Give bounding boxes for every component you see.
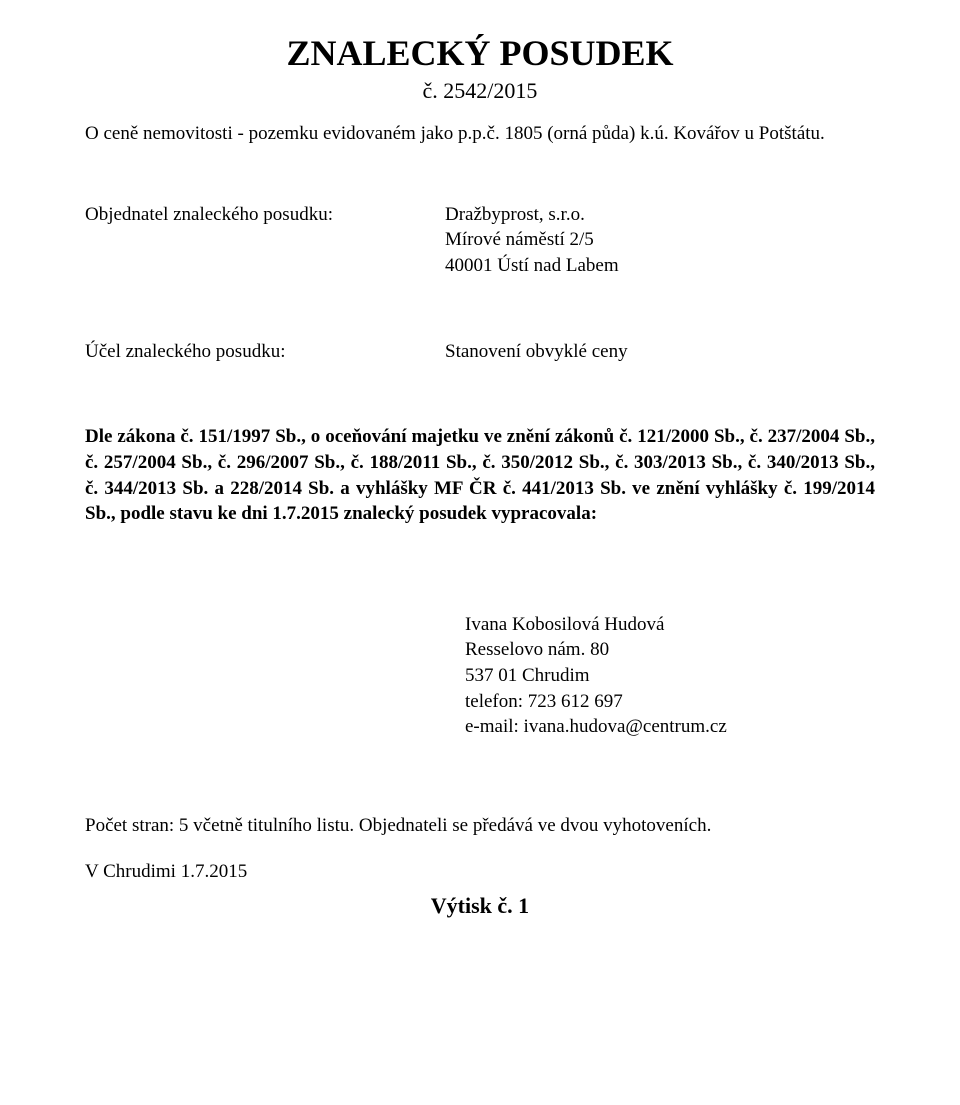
purpose-block: Účel znaleckého posudku: Stanovení obvyk…	[85, 339, 875, 365]
client-address-2: 40001 Ústí nad Labem	[445, 253, 875, 279]
place-date: V Chrudimi 1.7.2015	[85, 861, 875, 883]
author-block: Ivana Kobosilová Hudová Resselovo nám. 8…	[465, 612, 875, 740]
author-phone: telefon: 723 612 697	[465, 689, 875, 715]
author-address-2: 537 01 Chrudim	[465, 663, 875, 689]
author-name: Ivana Kobosilová Hudová	[465, 612, 875, 638]
client-name: Dražbyprost, s.r.o.	[445, 202, 875, 228]
client-label: Objednatel znaleckého posudku:	[85, 202, 445, 279]
purpose-value: Stanovení obvyklé ceny	[445, 339, 875, 365]
document-title: ZNALECKÝ POSUDEK	[85, 32, 875, 74]
subject-paragraph: O ceně nemovitosti - pozemku evidovaném …	[85, 122, 875, 147]
purpose-label: Účel znaleckého posudku:	[85, 339, 445, 365]
author-email: e-mail: ivana.hudova@centrum.cz	[465, 714, 875, 740]
law-text: Dle zákona č. 151/1997 Sb., o oceňování …	[85, 424, 875, 527]
client-details: Dražbyprost, s.r.o. Mírové náměstí 2/5 4…	[445, 202, 875, 279]
client-address-1: Mírové náměstí 2/5	[445, 227, 875, 253]
client-block: Objednatel znaleckého posudku: Dražbypro…	[85, 202, 875, 279]
document-number: č. 2542/2015	[85, 78, 875, 104]
author-address-1: Resselovo nám. 80	[465, 637, 875, 663]
page: ZNALECKÝ POSUDEK č. 2542/2015 O ceně nem…	[0, 0, 960, 1105]
pages-note: Počet stran: 5 včetně titulního listu. O…	[85, 815, 875, 837]
print-number: Výtisk č. 1	[85, 893, 875, 919]
